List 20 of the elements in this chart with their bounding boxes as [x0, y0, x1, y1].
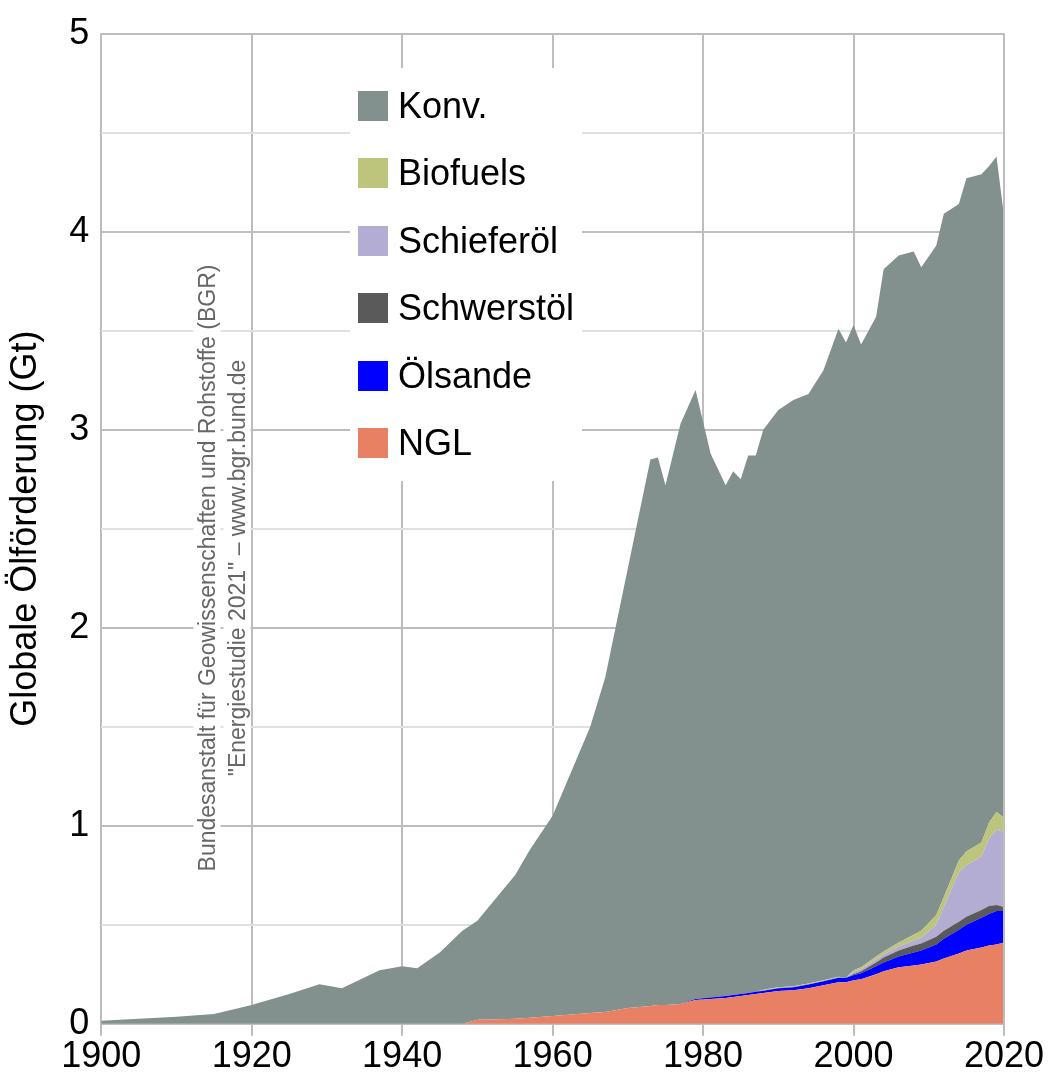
y-axis-title: Globale Ölförderung (Gt) [2, 330, 44, 727]
annotation: "Energiestudie 2021" – www.bgr.bund.de [223, 359, 251, 777]
annotation: Bundesanstalt für Geowissenschaften und Rohstoffe (BGR) [193, 264, 221, 872]
y-tick-label: 4 [69, 208, 90, 250]
x-tick-label: 2020 [963, 1034, 1045, 1076]
y-tick-label: 3 [69, 406, 90, 448]
legend-label: Ölsande [398, 354, 533, 397]
legend-label: NGL [398, 422, 473, 465]
x-tick-label: 1980 [663, 1034, 744, 1076]
legend-label: Konv. [398, 84, 488, 127]
x-tick-label: 2000 [813, 1034, 894, 1076]
y-tick-label: 1 [69, 802, 90, 844]
x-tick-label: 1960 [512, 1034, 593, 1076]
y-tick-label: 5 [69, 10, 90, 52]
y-tick-label: 2 [69, 604, 90, 646]
legend-label: Schwerstöl [398, 287, 575, 330]
x-tick-label: 1920 [211, 1034, 292, 1076]
x-tick-label: 1940 [362, 1034, 443, 1076]
legend-label: Biofuels [398, 152, 527, 195]
legend-label: Schieferöl [398, 219, 559, 262]
